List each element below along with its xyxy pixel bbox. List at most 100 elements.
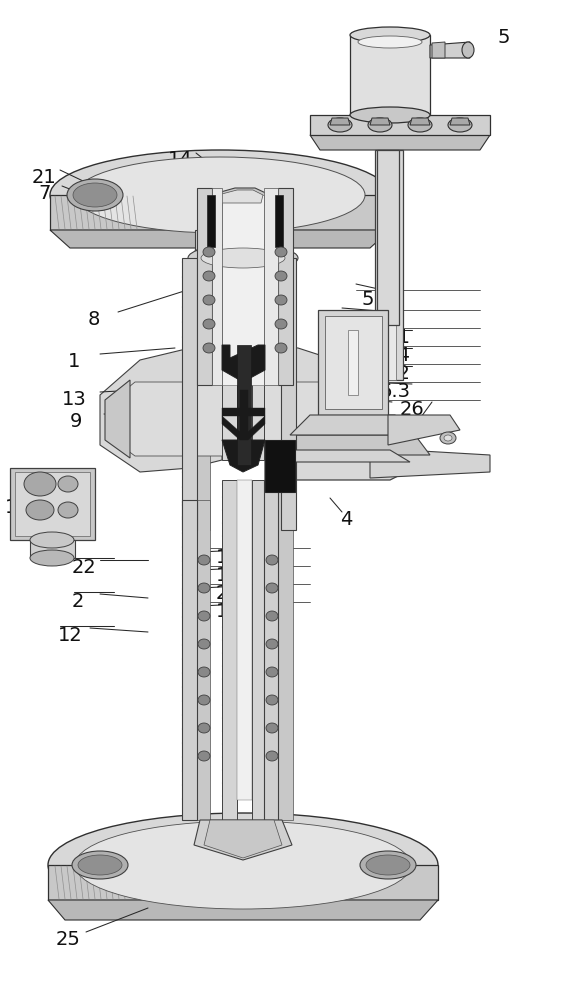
Ellipse shape [366, 855, 410, 875]
Ellipse shape [198, 583, 210, 593]
Ellipse shape [198, 639, 210, 649]
Bar [207, 195, 215, 247]
Polygon shape [222, 480, 237, 820]
Polygon shape [281, 258, 296, 530]
Bar [348, 330, 358, 395]
Ellipse shape [201, 248, 285, 268]
Polygon shape [197, 500, 210, 820]
Polygon shape [268, 258, 281, 530]
Ellipse shape [50, 150, 390, 240]
Text: 13: 13 [62, 390, 87, 409]
Text: 24: 24 [164, 872, 188, 891]
Polygon shape [112, 382, 368, 456]
Polygon shape [48, 865, 438, 900]
Text: 8: 8 [88, 310, 100, 329]
Text: 4: 4 [340, 510, 352, 529]
Ellipse shape [266, 723, 278, 733]
Polygon shape [182, 258, 197, 530]
Polygon shape [10, 468, 95, 540]
Ellipse shape [350, 27, 430, 43]
Ellipse shape [328, 118, 352, 132]
Ellipse shape [73, 183, 117, 207]
Polygon shape [330, 118, 350, 125]
Polygon shape [430, 42, 470, 58]
Ellipse shape [266, 695, 278, 705]
Text: 21: 21 [32, 168, 57, 187]
Text: 20: 20 [360, 400, 385, 419]
Ellipse shape [203, 295, 215, 305]
Polygon shape [278, 188, 293, 385]
Polygon shape [318, 310, 388, 415]
Ellipse shape [26, 500, 54, 520]
Text: 6.2: 6.2 [380, 364, 411, 383]
Ellipse shape [75, 821, 411, 909]
Polygon shape [197, 258, 210, 530]
Ellipse shape [24, 472, 56, 496]
Text: 5.1: 5.1 [362, 290, 393, 309]
Ellipse shape [350, 107, 430, 123]
Ellipse shape [266, 555, 278, 565]
Polygon shape [195, 230, 265, 250]
Polygon shape [290, 415, 415, 435]
Ellipse shape [408, 118, 432, 132]
Ellipse shape [198, 555, 210, 565]
Polygon shape [325, 316, 382, 409]
Polygon shape [215, 190, 263, 203]
Polygon shape [212, 188, 222, 385]
Ellipse shape [444, 435, 452, 441]
Polygon shape [388, 415, 460, 445]
Ellipse shape [266, 583, 278, 593]
Text: 6: 6 [368, 310, 380, 329]
Ellipse shape [198, 751, 210, 761]
Text: 5: 5 [498, 28, 511, 47]
Bar [265, 440, 295, 492]
Text: 17: 17 [210, 382, 234, 401]
Polygon shape [310, 115, 490, 135]
Ellipse shape [275, 319, 287, 329]
Bar [237, 480, 252, 800]
Polygon shape [105, 380, 130, 458]
Ellipse shape [275, 343, 287, 353]
Ellipse shape [58, 476, 78, 492]
Polygon shape [197, 188, 212, 385]
Ellipse shape [368, 118, 392, 132]
Bar [375, 150, 403, 380]
Ellipse shape [448, 118, 472, 132]
Text: 6.4: 6.4 [380, 346, 411, 365]
Ellipse shape [58, 502, 78, 518]
Ellipse shape [266, 667, 278, 677]
Ellipse shape [30, 550, 74, 566]
Polygon shape [264, 188, 278, 385]
Text: 7: 7 [38, 184, 50, 203]
Text: 18: 18 [216, 548, 241, 567]
Text: 16: 16 [196, 400, 220, 419]
Text: 26: 26 [400, 400, 425, 419]
Ellipse shape [203, 319, 215, 329]
Text: 6.1: 6.1 [380, 328, 411, 347]
Ellipse shape [440, 432, 456, 444]
Polygon shape [50, 195, 390, 230]
Polygon shape [432, 42, 445, 58]
Bar [275, 195, 283, 247]
Ellipse shape [188, 244, 298, 272]
Polygon shape [222, 408, 265, 416]
Text: 1: 1 [68, 352, 80, 371]
Polygon shape [410, 118, 430, 125]
Ellipse shape [67, 179, 123, 211]
Polygon shape [450, 118, 470, 125]
Ellipse shape [78, 855, 122, 875]
Ellipse shape [266, 751, 278, 761]
Polygon shape [204, 820, 282, 858]
Ellipse shape [48, 813, 438, 917]
Bar [377, 150, 399, 325]
Text: 3: 3 [28, 478, 40, 497]
Ellipse shape [462, 42, 474, 58]
Polygon shape [222, 416, 265, 440]
Polygon shape [222, 440, 265, 472]
Ellipse shape [203, 247, 215, 257]
Text: 12: 12 [58, 626, 83, 645]
Text: 15: 15 [216, 602, 241, 621]
Ellipse shape [275, 247, 287, 257]
Text: 25: 25 [56, 930, 81, 949]
Ellipse shape [198, 611, 210, 621]
